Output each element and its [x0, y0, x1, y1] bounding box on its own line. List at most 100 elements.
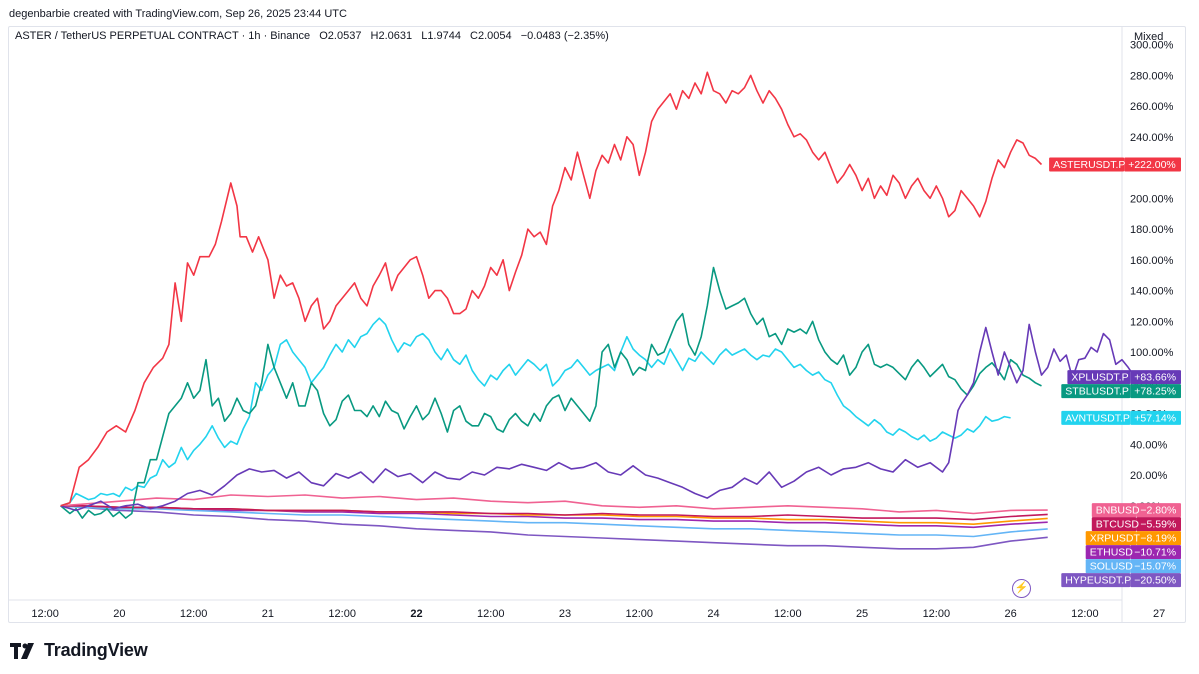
series-name-box — [1085, 545, 1131, 560]
series-name-box — [1049, 157, 1125, 172]
y-tick-label: 260.00% — [1130, 101, 1174, 113]
x-tick-label: 12:00 — [1071, 608, 1099, 620]
high-value: 2.0631 — [378, 30, 413, 42]
tradingview-logo-text: TradingView — [44, 640, 148, 660]
y-tick-label: 180.00% — [1130, 224, 1174, 236]
y-tick-label: 40.00% — [1130, 439, 1168, 451]
tradingview-logo: TradingView — [10, 640, 148, 661]
series-value-label: −15.07% — [1134, 561, 1176, 573]
series-name-label: ASTERUSDT.P — [1053, 159, 1125, 171]
series-line-ethusd[interactable] — [60, 505, 1048, 529]
y-tick-label: 140.00% — [1130, 286, 1174, 298]
x-tick-label: 26 — [1004, 608, 1016, 620]
symbol-title[interactable]: ASTER / TetherUS PERPETUAL CONTRACT · 1h… — [15, 30, 311, 42]
x-tick-label: 27 — [1153, 608, 1165, 620]
series-value-label: −2.80% — [1140, 505, 1176, 517]
scale-mode-button[interactable]: Mixed — [1134, 31, 1164, 43]
series-line-hypeusdt-p[interactable] — [60, 505, 1048, 550]
x-tick-label: 24 — [707, 608, 719, 620]
x-tick-label: 23 — [559, 608, 571, 620]
series-line-bnbusd[interactable] — [60, 494, 1048, 515]
series-value-box — [1130, 559, 1181, 574]
series-name-box — [1061, 384, 1131, 399]
symbol-legend: ASTER / TetherUS PERPETUAL CONTRACT · 1h… — [15, 30, 609, 42]
y-tick-label: 120.00% — [1130, 316, 1174, 328]
chart-credit: degenbarbie created with TradingView.com… — [9, 8, 347, 20]
x-tick-label: 12:00 — [180, 608, 208, 620]
x-tick-label: 12:00 — [328, 608, 356, 620]
lightning-icon[interactable]: ⚡ — [1012, 579, 1031, 598]
x-tick-label: 12:00 — [477, 608, 505, 620]
series-line-xplusdt-p[interactable] — [60, 323, 1136, 512]
low-label: L — [421, 30, 428, 42]
series-name-label: BTCUSD — [1096, 519, 1140, 531]
series-line-asterusdt-p[interactable] — [60, 71, 1043, 507]
series-name-label: ETHUSD — [1090, 547, 1134, 559]
y-tick-label: 160.00% — [1130, 255, 1174, 267]
series-tag-xrpusdt[interactable]: XRPUSDT −8.19% — [1085, 531, 1181, 546]
time-axis[interactable]: 12:00 20 12:00 21 12:00 22 12:00 23 12:00 24 12:00… — [8, 599, 1199, 620]
series-line-solusd[interactable] — [60, 505, 1048, 538]
y-tick-label: 200.00% — [1130, 193, 1174, 205]
tradingview-logo-icon — [10, 642, 34, 659]
y-tick-label: 300.00% — [1130, 40, 1174, 52]
series-value-label: −20.50% — [1134, 575, 1176, 587]
series-tag-btcusd[interactable]: BTCUSD −5.59% — [1091, 517, 1181, 532]
series-name-label: XRPUSDT — [1090, 533, 1141, 545]
series-value-label: +222.00% — [1128, 159, 1176, 171]
series-name-box — [1061, 573, 1131, 588]
low-value: 1.9744 — [427, 30, 461, 42]
series-tag-bnbusd[interactable]: BNBUSD −2.80% — [1091, 503, 1181, 518]
series-name-label: AVNTUSDT.P — [1065, 412, 1130, 424]
open-label: O — [319, 30, 328, 42]
series-name-box — [1085, 559, 1131, 574]
x-tick-label: 12:00 — [923, 608, 951, 620]
x-tick-label: 22 — [410, 608, 422, 620]
series-name-label: XPLUSDT.P — [1071, 372, 1128, 384]
series-line-btcusd[interactable] — [60, 505, 1048, 521]
series-value-label: −8.19% — [1140, 533, 1176, 545]
series-value-box — [1130, 370, 1181, 385]
series-line-avntusdt-p[interactable] — [60, 317, 1011, 507]
series-value-label: −10.71% — [1134, 547, 1176, 559]
x-tick-label: 21 — [262, 608, 274, 620]
series-name-box — [1067, 370, 1131, 385]
series-name-box — [1061, 410, 1131, 425]
open-value: 2.0537 — [327, 30, 362, 42]
series-tag-xplusdt-p[interactable]: XPLUSDT.P +83.66% — [1067, 370, 1181, 385]
y-tick-label: 280.00% — [1130, 70, 1174, 82]
series-value-label: −5.59% — [1140, 519, 1176, 531]
series-tag-stblusdt-p[interactable]: STBLUSDT.P +78.25% — [1061, 384, 1181, 399]
x-tick-label: 12:00 — [774, 608, 802, 620]
series-name-label: SOLUSD — [1090, 561, 1134, 573]
series-value-label: +78.25% — [1134, 386, 1176, 398]
series-line-stblusdt-p[interactable] — [60, 266, 1042, 519]
series-value-box — [1130, 573, 1181, 588]
series-value-box — [1124, 157, 1181, 172]
series-name-label: BNBUSD — [1096, 505, 1140, 517]
series-name-label: HYPEUSDT.P — [1065, 575, 1131, 587]
high-label: H — [370, 30, 379, 42]
series-name-box — [1091, 503, 1137, 518]
series-value-box — [1130, 384, 1181, 399]
series-lines — [60, 71, 1136, 550]
x-tick-label: 12:00 — [626, 608, 654, 620]
y-tick-label: 100.00% — [1130, 347, 1174, 359]
series-value-box — [1136, 503, 1181, 518]
series-tag-ethusd[interactable]: ETHUSD −10.71% — [1085, 545, 1181, 560]
chart-frame — [8, 26, 1186, 623]
series-value-box — [1136, 517, 1181, 532]
series-tag-asterusdt-p[interactable]: ASTERUSDT.P +222.00% — [1049, 157, 1181, 172]
series-tag-avntusdt-p[interactable]: AVNTUSDT.P +57.14% — [1061, 410, 1181, 425]
series-name-box — [1085, 531, 1137, 546]
close-value: 2.0054 — [477, 30, 512, 42]
series-value-label: +83.66% — [1134, 372, 1176, 384]
series-value-label: +57.14% — [1134, 412, 1176, 424]
series-tag-hypeusdt-p[interactable]: HYPEUSDT.P −20.50% — [1061, 573, 1181, 588]
series-name-label: STBLUSDT.P — [1065, 386, 1129, 398]
series-value-box — [1136, 531, 1181, 546]
series-tags: ASTERUSDT.P +222.00%XPLUSDT.P +83.66%STBLU… — [1049, 157, 1181, 588]
series-name-box — [1091, 517, 1137, 532]
series-tag-solusd[interactable]: SOLUSD −15.07% — [1085, 559, 1181, 574]
